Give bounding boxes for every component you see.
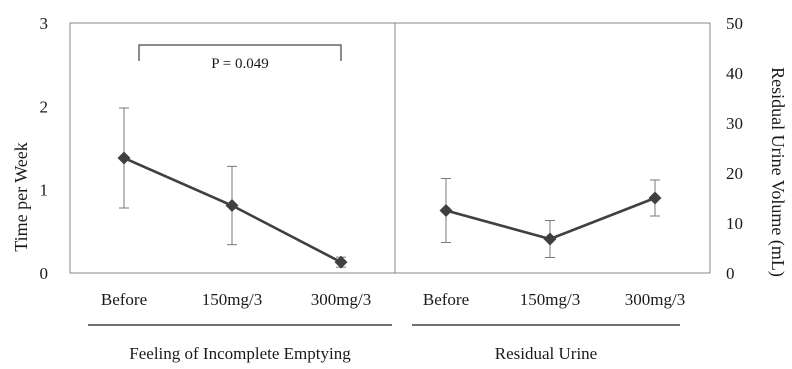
data-point	[117, 151, 131, 165]
group-labels: Feeling of Incomplete Emptying Residual U…	[88, 324, 680, 363]
data-point	[334, 255, 348, 269]
significance-bracket	[138, 44, 342, 61]
right-tick-label: 10	[726, 214, 743, 233]
annotations: P = 0.049	[138, 44, 342, 72]
left-tick-label: 0	[40, 264, 49, 283]
category-label: 150mg/3	[520, 290, 580, 309]
data-point	[225, 199, 239, 212]
category-labels: Before 150mg/3 300mg/3 Before 150mg/3 300mg/3	[101, 290, 685, 309]
right-tick-label: 20	[726, 164, 743, 183]
category-label: 150mg/3	[202, 290, 262, 309]
group-label: Residual Urine	[495, 344, 597, 363]
right-axis-title: Residual Urine Volume (mL)	[767, 67, 788, 277]
plot-frame	[69, 22, 711, 274]
data-point	[543, 232, 557, 246]
left-tick-label: 2	[40, 97, 49, 116]
right-axis-ticks: 0 10 20 30 40 50	[726, 14, 743, 283]
category-label: 300mg/3	[625, 290, 685, 309]
p-value-label: P = 0.049	[211, 56, 269, 72]
left-axis-ticks: 0 1 2 3	[40, 14, 49, 283]
right-tick-label: 0	[726, 264, 735, 283]
data-point	[648, 191, 662, 205]
series	[117, 107, 662, 269]
right-tick-label: 50	[726, 14, 743, 33]
category-label: Before	[423, 290, 469, 309]
category-label: Before	[101, 290, 147, 309]
group-label: Feeling of Incomplete Emptying	[129, 344, 351, 363]
left-axis-title: Time per Week	[11, 142, 31, 252]
right-tick-label: 30	[726, 114, 743, 133]
left-tick-label: 3	[40, 14, 49, 33]
right-tick-label: 40	[726, 64, 743, 83]
data-point	[439, 204, 453, 217]
plot-border	[69, 22, 711, 274]
left-tick-label: 1	[40, 181, 49, 200]
category-label: 300mg/3	[311, 290, 371, 309]
